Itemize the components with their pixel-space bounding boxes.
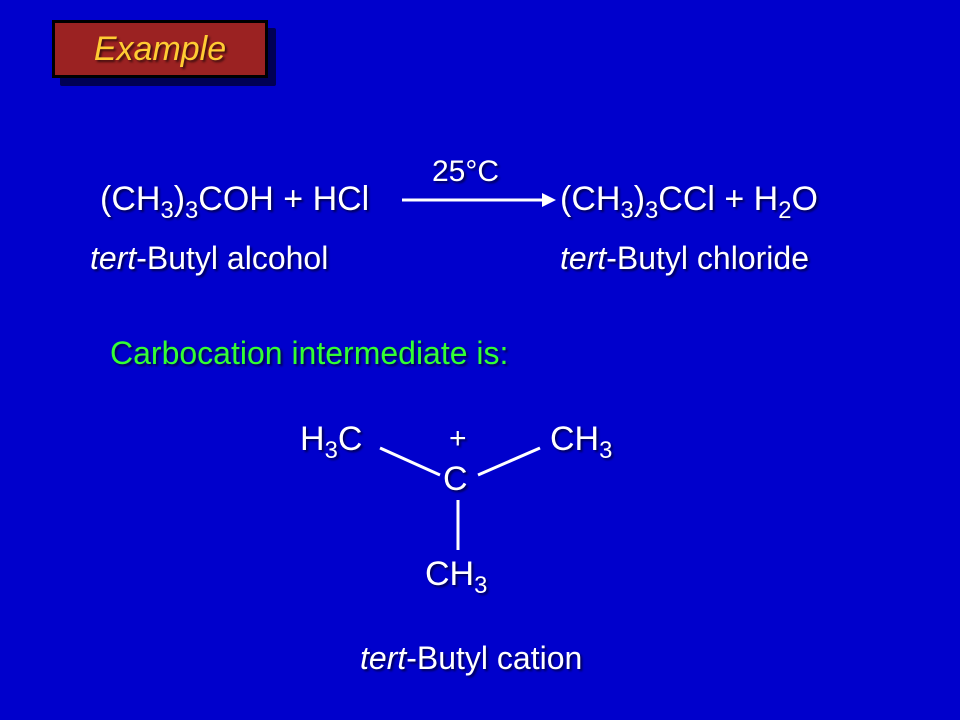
carbocation-plus-icon: + xyxy=(449,422,467,456)
carbocation-right-group: CH3 xyxy=(550,420,612,459)
carbocation-center-c: C xyxy=(443,460,468,499)
carbocation-name: tert-Butyl cation xyxy=(360,640,582,677)
chemistry-slide: Example (CH3)3COH + HCl (CH3)3CCl + H2O … xyxy=(0,0,960,720)
carbocation-left-group: H3C xyxy=(300,420,362,459)
carbocation-bottom-group: CH3 xyxy=(425,555,487,594)
carbocation-structure xyxy=(0,0,960,720)
